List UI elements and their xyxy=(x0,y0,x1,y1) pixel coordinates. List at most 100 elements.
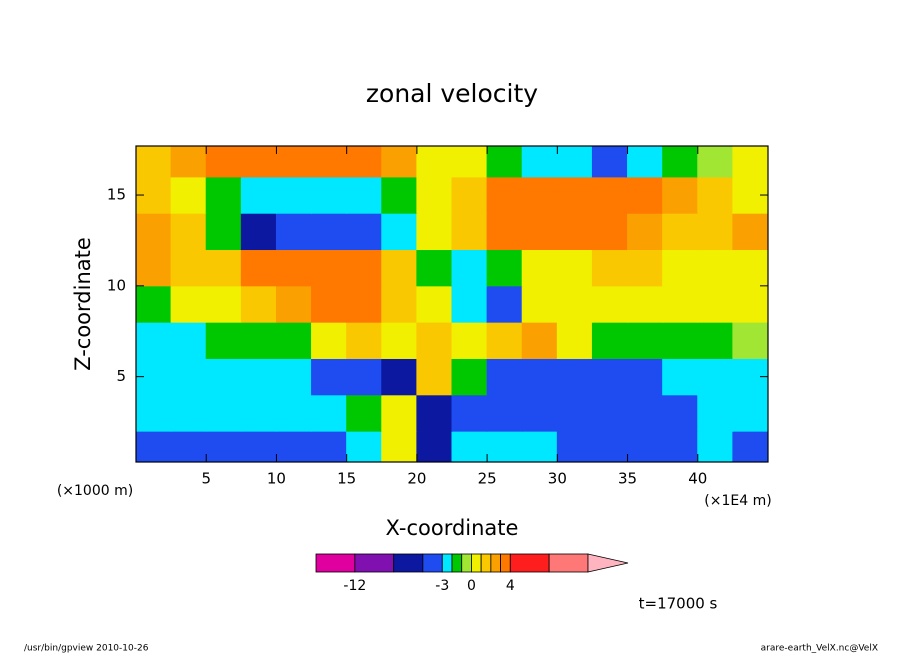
y-tick-label: 10 xyxy=(107,276,126,294)
colorbar-box xyxy=(548,553,589,573)
contour-cell xyxy=(697,249,734,287)
contour-cell xyxy=(205,146,242,178)
contour-cell xyxy=(556,285,593,323)
footer-left: /usr/bin/gpview 2010-10-26 xyxy=(24,644,149,654)
contour-cell xyxy=(556,394,593,432)
contour-cell xyxy=(136,285,172,323)
contour-cell xyxy=(136,321,172,359)
contour-cell xyxy=(697,394,734,432)
colorbar-tick-label: -12 xyxy=(343,578,366,594)
y-tick-label: 15 xyxy=(107,186,126,204)
contour-cell xyxy=(521,430,558,462)
contour-cell xyxy=(136,249,172,287)
contour-cell xyxy=(662,285,699,323)
contour-cell xyxy=(346,249,383,287)
contour-cell xyxy=(556,176,593,214)
contour-cell xyxy=(170,212,207,251)
colorbar-box xyxy=(451,553,463,573)
contour-cell xyxy=(591,176,629,214)
contour-cell xyxy=(381,430,418,462)
contour-cell xyxy=(732,146,768,178)
contour-cell xyxy=(662,212,699,251)
contour-cell xyxy=(311,430,348,462)
contour-cell xyxy=(381,212,418,251)
x-tick-label: 30 xyxy=(548,470,567,488)
contour-cell xyxy=(662,146,699,178)
contour-cell xyxy=(170,176,207,214)
contour-cell xyxy=(240,176,277,214)
contour-cell xyxy=(697,176,734,214)
y-axis-label: Z-coordinate xyxy=(71,237,95,371)
contour-cell xyxy=(240,146,277,178)
contour-cell xyxy=(416,249,453,287)
contour-cell xyxy=(591,212,629,251)
contour-cell xyxy=(311,212,348,251)
contour-cell xyxy=(205,321,242,359)
colorbar-box xyxy=(422,553,443,573)
contour-cell xyxy=(416,357,453,396)
contour-cell xyxy=(416,430,453,462)
contour-cell xyxy=(346,394,383,432)
x-tick-label: 20 xyxy=(407,470,426,488)
contour-cell xyxy=(136,430,172,462)
contour-cell xyxy=(697,357,734,396)
y-unit: (×1000 m) xyxy=(57,483,133,499)
contour-cell xyxy=(381,285,418,323)
contour-cell xyxy=(486,146,523,178)
contour-cell xyxy=(591,249,629,287)
contour-cell xyxy=(311,249,348,287)
contour-cell xyxy=(170,321,207,359)
contour-cell xyxy=(732,430,768,462)
contour-cell xyxy=(240,321,277,359)
contour-cell xyxy=(346,321,383,359)
x-tick-label: 5 xyxy=(201,470,211,488)
contour-cell xyxy=(275,212,313,251)
contour-cell xyxy=(416,285,453,323)
plot-frame xyxy=(135,145,769,463)
contour-cell xyxy=(240,394,277,432)
contour-cell xyxy=(591,285,629,323)
chart-title: zonal velocity xyxy=(366,79,538,108)
colorbar-box xyxy=(509,553,550,573)
contour-cell xyxy=(591,394,629,432)
x-tick-label: 40 xyxy=(688,470,707,488)
contour-cell xyxy=(451,430,488,462)
contour-cell xyxy=(732,394,768,432)
contour-cell xyxy=(381,146,418,178)
x-tick-label: 10 xyxy=(267,470,286,488)
contour-cell xyxy=(486,285,523,323)
contour-cell xyxy=(275,176,313,214)
contour-cell xyxy=(205,212,242,251)
colorbar-box xyxy=(354,553,395,573)
contour-cell xyxy=(416,212,453,251)
x-unit: (×1E4 m) xyxy=(704,493,771,509)
contour-cell xyxy=(311,285,348,323)
colorbar-box xyxy=(490,553,501,573)
contour-cell xyxy=(346,357,383,396)
contour-cell xyxy=(627,285,664,323)
colorbar-tick-label: 4 xyxy=(506,578,515,594)
colorbar-box xyxy=(441,553,453,573)
contour-cell xyxy=(521,146,558,178)
contour-cell xyxy=(662,176,699,214)
contour-cell xyxy=(170,394,207,432)
contour-cell xyxy=(416,146,453,178)
contour-cell xyxy=(486,357,523,396)
contour-cell xyxy=(275,285,313,323)
x-axis-label: X-coordinate xyxy=(386,516,519,540)
contour-cell xyxy=(311,321,348,359)
colorbar-box xyxy=(471,553,482,573)
contour-cell xyxy=(170,249,207,287)
contour-cell xyxy=(205,249,242,287)
colorbar-tick-label: 0 xyxy=(467,578,476,594)
contour-cell xyxy=(697,146,734,178)
contour-cell xyxy=(732,212,768,251)
contour-cell xyxy=(451,249,488,287)
x-tick-label: 15 xyxy=(337,470,356,488)
contour-cell xyxy=(697,285,734,323)
contour-cell xyxy=(627,176,664,214)
contour-cell xyxy=(556,357,593,396)
contour-cell xyxy=(486,394,523,432)
contour-cell xyxy=(275,394,313,432)
contour-cell xyxy=(240,430,277,462)
